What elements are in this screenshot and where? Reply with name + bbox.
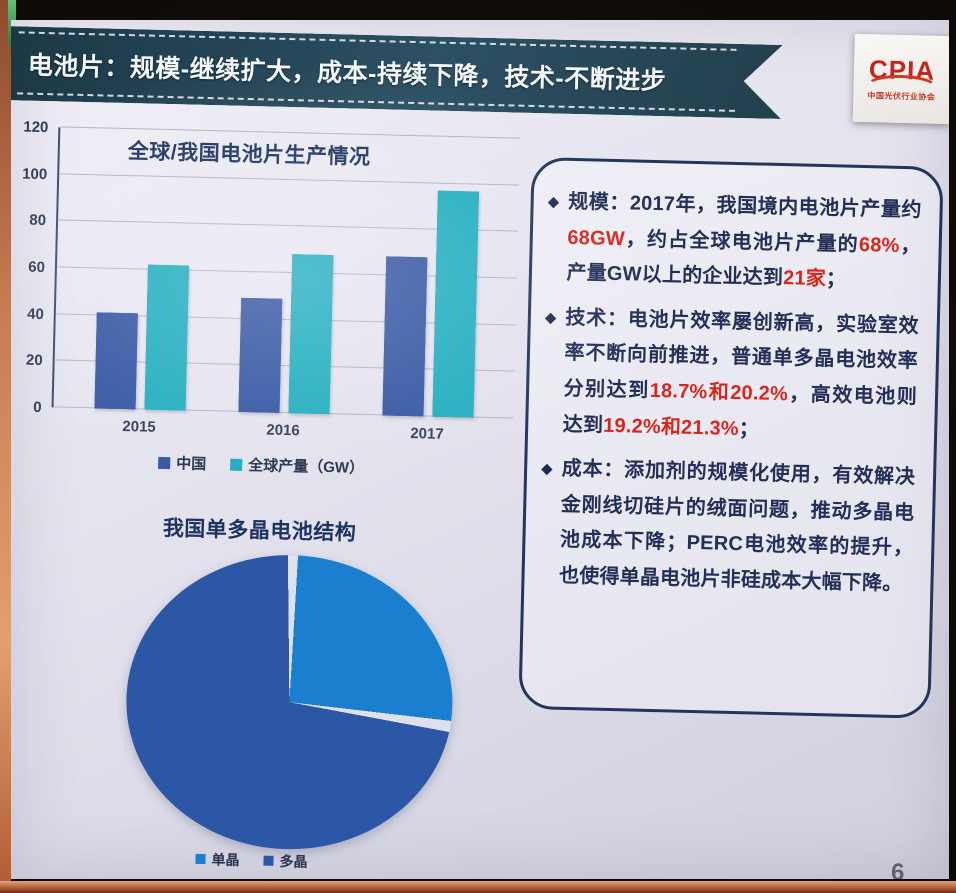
bar-group: 2017 — [381, 135, 480, 443]
text-segment: 成本：添加剂的规模化使用，有效解决金刚线切硅片的绒面问题，推动多晶电池成本下降；… — [558, 457, 916, 596]
legend-label: 多晶 — [279, 852, 308, 870]
bar-全球产量（GW） — [144, 264, 189, 411]
bullet-diamond-icon: ◆ — [547, 193, 560, 211]
text-segment: ，约占全球电池片产量的 — [624, 227, 860, 256]
pie-chart: 我国单多晶电池结构 单晶 多晶 — [11, 496, 519, 879]
bar-全球产量（GW） — [287, 254, 333, 415]
legend-label: 全球产量（GW） — [248, 457, 365, 477]
bar-中国 — [94, 312, 138, 410]
pie-chart-legend: 单晶 多晶 — [11, 844, 511, 877]
legend-item: 全球产量（GW） — [230, 454, 364, 478]
y-tick-label: 80 — [29, 212, 47, 230]
legend-label: 中国 — [176, 455, 207, 474]
bar-group: 2015 — [94, 128, 192, 436]
key-points-panel: ◆ 规模：2017年，我国境内电池片产量约68GW，约占全球电池片产量的68%，产… — [518, 156, 944, 719]
bullet-item: ◆ 技术：电池片效率屡创新高，实验室效率不断向前推进，普通单多晶电池效率分别达到1… — [542, 300, 919, 451]
presentation-slide: 电池片：规模-继续扩大，成本-持续下降，技术-不断进步 CPIA 中国光伏行业协… — [11, 20, 949, 879]
x-tick-label: 2017 — [410, 425, 444, 443]
legend-swatch — [195, 853, 206, 865]
bullet-diamond-icon: ◆ — [544, 309, 557, 327]
y-tick-label: 20 — [25, 351, 43, 370]
bar-中国 — [381, 256, 427, 417]
bullet-diamond-icon: ◆ — [540, 460, 553, 478]
legend-item: 多晶 — [263, 851, 308, 872]
bar-全球产量（GW） — [431, 190, 479, 418]
legend-swatch — [158, 456, 171, 469]
bullet-text: 成本：添加剂的规模化使用，有效解决金刚线切硅片的绒面问题，推动多晶电池成本下降；… — [559, 452, 916, 603]
text-segment: ； — [738, 417, 760, 441]
y-tick-label: 120 — [23, 118, 49, 137]
bullet-item: ◆ 规模：2017年，我国境内电池片产量约68GW，约占全球电池片产量的68%，产… — [546, 184, 922, 300]
cpia-logo-subtitle: 中国光伏行业协会 — [867, 90, 936, 102]
legend-swatch — [263, 855, 274, 866]
text-segment: 规模：2017年，我国境内电池片产量约 — [567, 190, 922, 222]
page-number: 6 — [890, 858, 905, 879]
bar-chart-legend: 中国 全球产量（GW） — [11, 448, 520, 482]
screen-edge-left — [0, 0, 11, 893]
x-tick-label: 2016 — [266, 421, 300, 440]
y-tick-label: 0 — [32, 398, 42, 417]
bullet-item: ◆ 成本：添加剂的规模化使用，有效解决金刚线切硅片的绒面问题，推动多晶电池成本下降… — [538, 451, 915, 602]
cpia-logo: CPIA 中国光伏行业协会 — [852, 33, 949, 125]
highlight-text: 68GW — [567, 226, 626, 250]
pie-chart-title: 我国单多晶电池结构 — [162, 517, 357, 545]
slide-title: 电池片：规模-继续扩大，成本-持续下降，技术-不断进步 — [27, 51, 667, 96]
highlight-text: 19.2%和21.3% — [602, 414, 740, 440]
y-tick-label: 40 — [26, 305, 45, 323]
bar-中国 — [237, 297, 282, 413]
legend-item: 中国 — [158, 452, 207, 474]
bar-chart-plot-area: 2015 2016 2017 — [51, 126, 521, 443]
bar-chart-y-axis: 0 20 40 60 80 100 120 — [11, 119, 52, 417]
highlight-text: 21家 — [782, 267, 827, 291]
bar-chart: 全球/我国电池片生产情况 0 20 40 60 80 100 120 2015 2016 201… — [11, 104, 529, 509]
bullet-text: 技术：电池片效率屡创新高，实验室效率不断向前推进，普通单多晶电池效率分别达到18… — [562, 301, 919, 452]
pie-graphic — [122, 551, 456, 854]
text-segment: ； — [825, 268, 847, 291]
bullet-text: 规模：2017年，我国境内电池片产量约68GW，约占全球电池片产量的68%，产量… — [566, 185, 922, 300]
legend-swatch — [230, 458, 243, 471]
highlight-text: 18.7%和20.2% — [649, 379, 789, 406]
legend-item: 单晶 — [195, 849, 240, 870]
x-tick-label: 2015 — [122, 418, 156, 436]
y-tick-label: 100 — [21, 165, 48, 183]
screen-edge-bottom — [0, 881, 956, 893]
title-banner: 电池片：规模-继续扩大，成本-持续下降，技术-不断进步 — [11, 26, 783, 119]
bar-group: 2016 — [237, 132, 336, 439]
highlight-text: 68% — [858, 233, 900, 257]
legend-label: 单晶 — [211, 851, 240, 868]
slide-content: 电池片：规模-继续扩大，成本-持续下降，技术-不断进步 CPIA 中国光伏行业协… — [11, 20, 949, 879]
y-tick-label: 60 — [28, 258, 46, 277]
